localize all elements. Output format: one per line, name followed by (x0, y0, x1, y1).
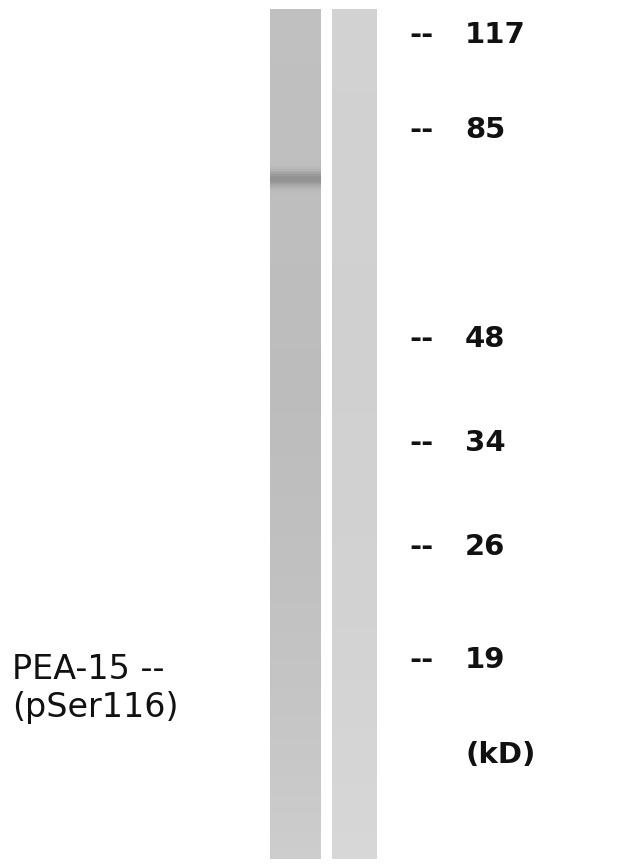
Text: (kD): (kD) (465, 741, 536, 769)
Text: --: -- (409, 533, 433, 561)
Text: 117: 117 (465, 21, 526, 49)
Text: (pSer116): (pSer116) (12, 691, 179, 724)
Text: --: -- (409, 429, 433, 457)
Text: --: -- (409, 325, 433, 352)
Text: 26: 26 (465, 533, 505, 561)
Text: 19: 19 (465, 646, 505, 674)
Text: 34: 34 (465, 429, 506, 457)
Text: PEA-15 --: PEA-15 -- (12, 653, 165, 686)
Text: --: -- (409, 646, 433, 674)
Text: --: -- (409, 116, 433, 144)
Text: --: -- (409, 21, 433, 49)
Text: 48: 48 (465, 325, 505, 352)
Text: 85: 85 (465, 116, 505, 144)
